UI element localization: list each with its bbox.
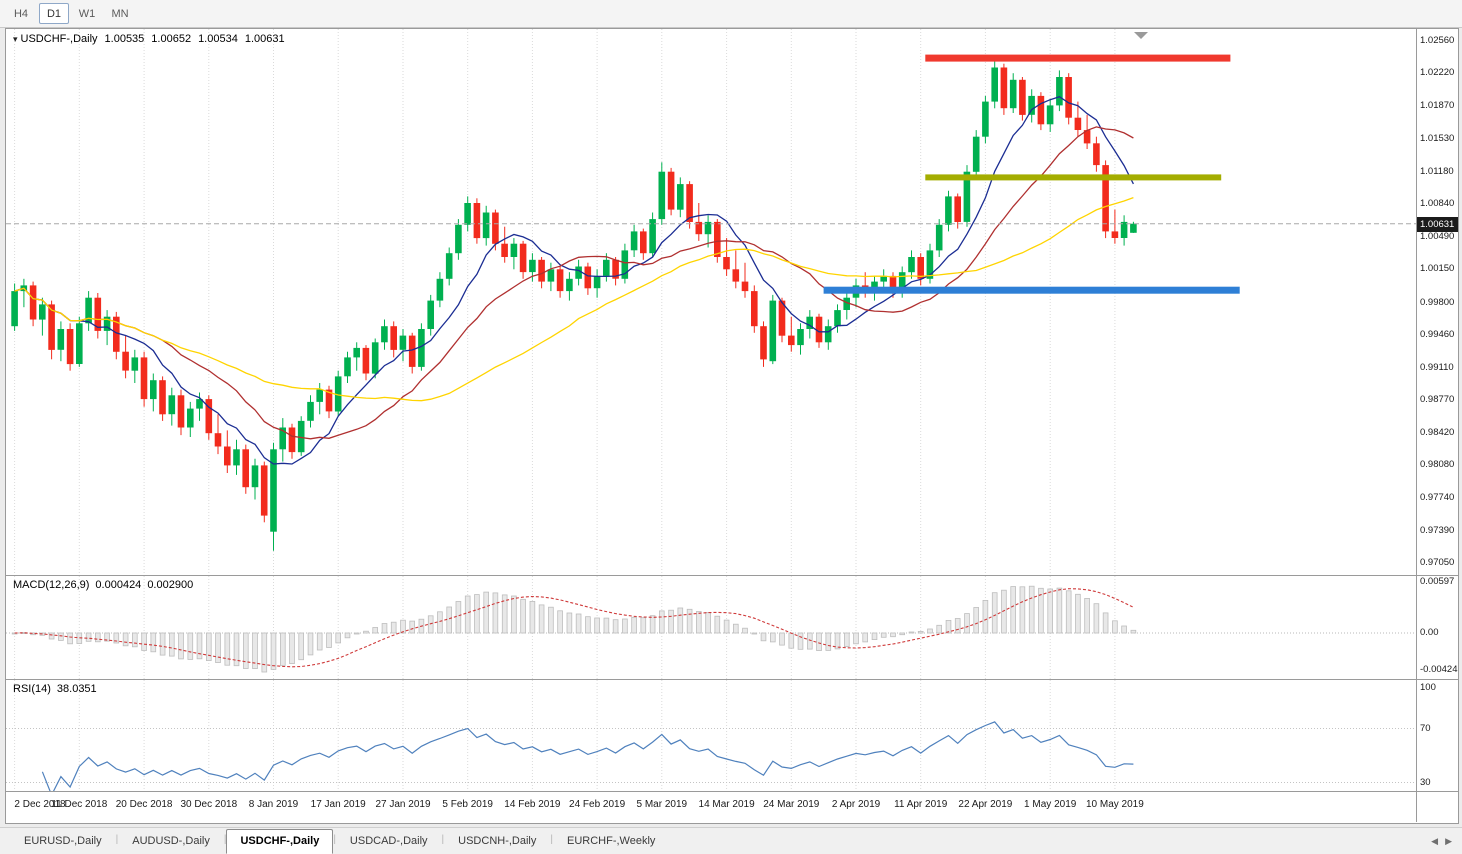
- chart-tabs-bar: EURUSD-,Daily | AUDUSD-,Daily | USDCHF-,…: [0, 827, 1462, 854]
- timeframe-button-d1[interactable]: D1: [39, 3, 69, 24]
- scroll-to-end-icon[interactable]: [1134, 32, 1148, 39]
- date-axis-label: 2 Apr 2019: [831, 799, 881, 810]
- macd-main-value: 0.000424: [95, 579, 142, 591]
- tab-divider: |: [441, 834, 445, 845]
- date-axis-label: 30 Dec 2018: [180, 799, 238, 810]
- rsi-value: 38.0351: [56, 683, 97, 695]
- hline-support-blue[interactable]: [823, 286, 1240, 294]
- price-axis-label: 0.97390: [1420, 524, 1455, 536]
- grid-vertical: [14, 29, 1116, 575]
- rsi-axis-label: 70: [1420, 722, 1431, 734]
- price-axis-separator: [1416, 29, 1417, 822]
- rsi-indicator-label: RSI(14) 38.0351: [13, 683, 97, 695]
- date-axis-label: 24 Feb 2019: [569, 799, 626, 810]
- macd-axis-label: 0.00597: [1420, 575, 1455, 587]
- date-axis-label: 20 Dec 2018: [115, 799, 173, 810]
- grid-vertical: [14, 680, 1116, 791]
- date-axis-label: 8 Jan 2019: [248, 799, 299, 810]
- price-axis-label: 1.02220: [1420, 67, 1455, 79]
- date-axis-label: 5 Feb 2019: [442, 799, 493, 810]
- price-axis-label: 0.99110: [1420, 361, 1454, 373]
- date-axis-label: 11 Apr 2019: [894, 799, 948, 810]
- tab-eurchf-weekly[interactable]: EURCHF-,Weekly: [567, 835, 656, 847]
- macd-panel-canvas[interactable]: [6, 576, 1416, 679]
- price-axis-label: 1.00490: [1420, 231, 1455, 243]
- price-axis-label: 0.99800: [1420, 296, 1455, 308]
- macd-indicator-label: MACD(12,26,9) 0.000424 0.002900: [13, 579, 193, 591]
- date-axis-label: 24 Mar 2019: [763, 799, 820, 810]
- macd-name: MACD(12,26,9): [13, 579, 90, 591]
- macd-histogram: [11, 585, 1137, 673]
- price-axis-label: 0.98080: [1420, 459, 1455, 471]
- tab-scroll-left-icon[interactable]: ◀: [1431, 835, 1439, 846]
- date-axis-label: 10 May 2019: [1085, 799, 1144, 810]
- date-axis-label: 5 Mar 2019: [636, 799, 688, 810]
- timeframe-button-mn[interactable]: MN: [105, 3, 135, 24]
- panel-divider: [6, 679, 1458, 680]
- tab-audusd-daily[interactable]: AUDUSD-,Daily: [132, 835, 210, 847]
- macd-axis-label: -0.00424: [1420, 663, 1458, 675]
- tab-scroll-arrows: ◀ ▶: [1431, 836, 1452, 847]
- symbol-dropdown-icon[interactable]: ▾: [13, 34, 18, 44]
- price-axis-label: 1.00150: [1420, 263, 1455, 275]
- main-chart-canvas[interactable]: [6, 29, 1416, 575]
- date-axis-label: 14 Feb 2019: [504, 799, 561, 810]
- date-axis-label: 1 May 2019: [1024, 799, 1077, 810]
- price-axis-label: 1.00840: [1420, 197, 1455, 209]
- macd-signal-value: 0.002900: [147, 579, 194, 591]
- price-axis-label: 0.98420: [1420, 427, 1455, 439]
- rsi-line: [41, 721, 1134, 791]
- toolbar: H4 D1 W1 MN: [0, 0, 1462, 28]
- tab-divider: |: [333, 834, 336, 845]
- panel-divider: [6, 575, 1458, 576]
- price-axis-label: 0.98770: [1420, 394, 1455, 406]
- date-axis-label: 27 Jan 2019: [375, 799, 431, 810]
- date-axis-label: 14 Mar 2019: [698, 799, 755, 810]
- chart-title: ▾ USDCHF-,Daily 1.00535 1.00652 1.00534 1.006…: [13, 33, 285, 45]
- tab-eurusd-daily[interactable]: EURUSD-,Daily: [24, 835, 102, 847]
- price-axis-label: 1.01870: [1420, 100, 1455, 112]
- tab-divider: |: [223, 834, 227, 845]
- candles-layer: [11, 58, 1137, 551]
- hline-support-olive[interactable]: [925, 174, 1222, 181]
- macd-signal-line: [14, 588, 1134, 668]
- current-price-badge: 1.00631: [1417, 216, 1458, 232]
- ohlc-low: 1.00534: [198, 33, 238, 45]
- tab-scroll-right-icon[interactable]: ▶: [1445, 835, 1452, 846]
- hline-resistance-red[interactable]: [925, 54, 1231, 62]
- rsi-axis-label: 100: [1420, 682, 1436, 693]
- rsi-name: RSI(14): [13, 683, 51, 695]
- ma-line-34: [14, 196, 1134, 402]
- tab-divider: |: [115, 834, 119, 845]
- price-axis-label: 1.01530: [1420, 132, 1455, 144]
- tab-usdcad-daily[interactable]: USDCAD-,Daily: [349, 835, 428, 847]
- date-axis-label: 2 Dec 2018: [14, 799, 66, 810]
- price-axis-label: 1.02560: [1420, 35, 1455, 46]
- ohlc-high: 1.00652: [151, 33, 192, 45]
- ohlc-close: 1.00631: [244, 33, 285, 45]
- rsi-panel-canvas[interactable]: [6, 680, 1416, 791]
- timeframe-button-w1[interactable]: W1: [72, 3, 102, 24]
- price-axis-label: 1.01180: [1420, 165, 1454, 177]
- price-axis-label: 0.97740: [1420, 491, 1455, 503]
- date-axis-label: 17 Jan 2019: [310, 799, 366, 810]
- price-axis-label: 0.99460: [1420, 328, 1455, 340]
- tab-usdchf-daily[interactable]: USDCHF-,Daily: [226, 829, 334, 854]
- ma-line-8: [14, 95, 1134, 465]
- timeframe-button-h4[interactable]: H4: [6, 3, 36, 24]
- tab-usdcnh-daily[interactable]: USDCNH-,Daily: [458, 835, 537, 847]
- macd-axis-label: 0.00: [1420, 627, 1439, 638]
- ohlc-open: 1.00535: [104, 33, 145, 45]
- panel-divider: [6, 791, 1458, 792]
- price-axis-label: 0.97050: [1420, 557, 1455, 568]
- tab-divider: |: [550, 834, 553, 845]
- rsi-axis-label: 30: [1420, 776, 1431, 788]
- ma-line-17: [14, 126, 1134, 440]
- chart-symbol-period: USDCHF-,Daily: [20, 33, 98, 45]
- date-axis-label: 11 Dec 2018: [51, 799, 108, 810]
- date-axis-label: 22 Apr 2019: [958, 799, 1013, 810]
- chart-window: ▾ USDCHF-,Daily 1.00535 1.00652 1.00534 1.006…: [5, 28, 1459, 824]
